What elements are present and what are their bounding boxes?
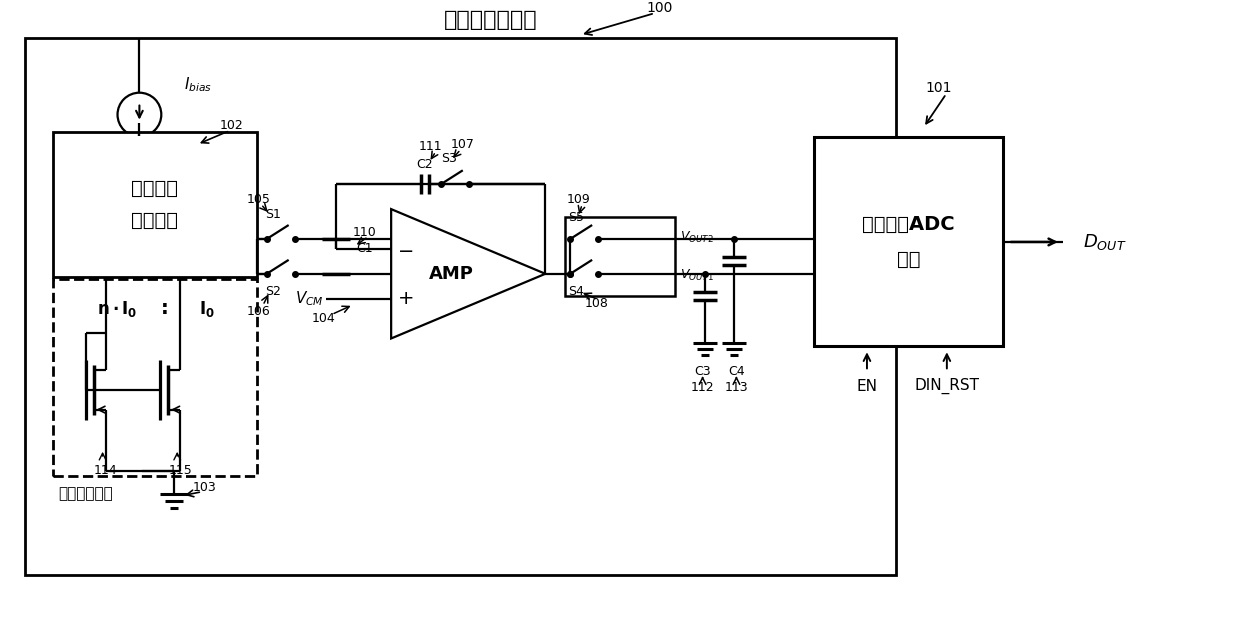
- Text: 单积分型ADC: 单积分型ADC: [862, 215, 955, 234]
- Text: 110: 110: [352, 226, 377, 239]
- Text: AMP: AMP: [429, 265, 473, 283]
- Text: C3: C3: [694, 365, 711, 378]
- Text: $D_{OUT}$: $D_{OUT}$: [1083, 232, 1126, 252]
- Text: 102: 102: [221, 119, 244, 132]
- Text: 113: 113: [725, 381, 748, 394]
- Text: C2: C2: [416, 158, 434, 171]
- Text: $V_{CM}$: $V_{CM}$: [295, 289, 323, 308]
- Text: 104: 104: [312, 312, 336, 325]
- Text: 108: 108: [584, 297, 608, 310]
- Text: $V_{OUT2}$: $V_{OUT2}$: [680, 229, 714, 244]
- Polygon shape: [392, 209, 545, 338]
- Text: $-$: $-$: [396, 239, 413, 259]
- Text: S4: S4: [569, 285, 584, 298]
- Text: 比例电流: 比例电流: [131, 179, 178, 198]
- Text: 106: 106: [247, 305, 270, 318]
- Text: 109: 109: [566, 193, 590, 205]
- Text: S5: S5: [569, 210, 585, 224]
- Text: $\mathbf{I_0}$: $\mathbf{I_0}$: [199, 299, 216, 319]
- Text: S2: S2: [265, 285, 281, 298]
- Text: 模块: 模块: [897, 250, 921, 270]
- Text: 114: 114: [94, 464, 118, 478]
- Text: C4: C4: [729, 365, 745, 378]
- Text: $\mathbf{n \cdot I_0}$: $\mathbf{n \cdot I_0}$: [98, 299, 138, 319]
- Text: $V_{OUT1}$: $V_{OUT1}$: [680, 268, 714, 284]
- Bar: [814, 137, 1004, 347]
- Text: S1: S1: [265, 208, 281, 220]
- Text: 107: 107: [451, 138, 475, 151]
- Text: $I_{bias}$: $I_{bias}$: [185, 76, 212, 94]
- Text: 100: 100: [647, 1, 673, 15]
- Text: $+$: $+$: [396, 289, 414, 308]
- Text: 112: 112: [691, 381, 715, 394]
- Text: 115: 115: [169, 464, 192, 478]
- Text: 核心感温模块: 核心感温模块: [58, 486, 113, 501]
- Text: EN: EN: [856, 379, 877, 394]
- Text: C1: C1: [356, 242, 373, 255]
- Text: 105: 105: [247, 193, 271, 205]
- Text: 101: 101: [926, 81, 952, 94]
- Text: 111: 111: [419, 140, 442, 153]
- Text: S3: S3: [441, 152, 457, 165]
- Bar: [53, 132, 256, 277]
- Text: 生成电路: 生成电路: [131, 211, 178, 230]
- Bar: [53, 278, 256, 476]
- Text: 103: 103: [192, 481, 216, 494]
- Text: :: :: [160, 299, 169, 318]
- Text: 温度转电压模块: 温度转电压模块: [444, 10, 538, 30]
- Text: DIN_RST: DIN_RST: [914, 378, 979, 394]
- Bar: [565, 217, 675, 295]
- Bar: [25, 38, 896, 575]
